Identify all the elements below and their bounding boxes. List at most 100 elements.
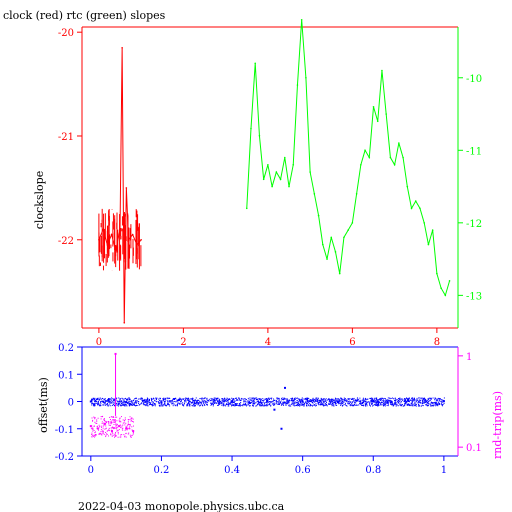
data-point-noise [417, 405, 419, 407]
data-point-noise [380, 402, 382, 404]
data-point-noise [165, 399, 167, 401]
y2-tick-label: 1 [466, 352, 472, 363]
data-point-noise [159, 399, 161, 401]
data-point-noise [301, 399, 303, 401]
data-point-noise [260, 399, 262, 401]
data-point-noise [411, 404, 413, 406]
data-point-noise [97, 403, 99, 405]
data-point-noise [237, 397, 239, 399]
data-point-noise [174, 398, 176, 400]
data-point-noise [403, 398, 405, 400]
data-point-noise [264, 404, 266, 406]
data-point-noise [349, 398, 351, 400]
data-point-noise [172, 402, 174, 404]
data-point-noise [97, 402, 99, 404]
data-point-noise [236, 403, 238, 405]
data-point-noise [93, 416, 95, 418]
data-point [427, 243, 430, 246]
data-point-noise [297, 405, 299, 407]
data-point-noise [369, 397, 371, 399]
data-point-noise [268, 404, 270, 406]
data-point-noise [115, 435, 117, 437]
data-point-noise [418, 404, 420, 406]
data-point-noise [397, 405, 399, 407]
data-point-noise [410, 399, 412, 401]
data-point-noise [91, 434, 93, 436]
data-point-noise [106, 433, 108, 435]
data-point [385, 113, 387, 115]
data-point-noise [207, 402, 209, 404]
data-point-noise [252, 401, 254, 403]
data-point-noise [245, 398, 247, 400]
data-point-noise [267, 405, 269, 407]
data-point-noise [245, 405, 247, 407]
data-point-noise [215, 399, 217, 401]
data-point-noise [96, 425, 98, 427]
data-point-noise [231, 397, 233, 399]
data-point-noise [430, 402, 432, 404]
data-point-noise [319, 402, 321, 404]
data-point-noise [164, 398, 166, 400]
data-point [336, 401, 339, 404]
data-point-noise [239, 400, 241, 402]
data-point-noise [389, 397, 391, 399]
data-point-noise [101, 426, 103, 428]
data-point-noise [147, 402, 149, 404]
data-point-noise [146, 403, 148, 405]
data-point-noise [194, 400, 196, 402]
data-point-noise [112, 416, 114, 418]
data-point-noise [136, 404, 138, 406]
data-point-noise [122, 402, 124, 404]
data-point-noise [199, 401, 201, 403]
data-point-noise [379, 400, 381, 402]
data-point-noise [146, 402, 148, 404]
data-point-noise [103, 400, 105, 402]
data-point-noise [422, 400, 424, 402]
data-point-noise [382, 404, 384, 406]
data-point-noise [177, 403, 179, 405]
data-point-noise [99, 426, 101, 428]
data-point-noise [111, 431, 113, 433]
data-point-noise [401, 403, 403, 405]
data-point [266, 399, 269, 402]
data-point-noise [383, 405, 385, 407]
data-point [271, 185, 273, 188]
data-point-noise [443, 397, 445, 399]
data-point-noise [172, 399, 174, 401]
data-point-noise [421, 399, 423, 401]
data-point-noise [320, 404, 322, 406]
data-point-noise [374, 402, 376, 404]
data-point-noise [130, 400, 132, 402]
data-point-noise [165, 397, 167, 399]
data-point-noise [127, 420, 129, 422]
data-point-noise [309, 402, 311, 404]
data-point-noise [192, 399, 194, 401]
data-point [347, 229, 349, 231]
data-point-noise [197, 404, 199, 406]
data-point-noise [276, 401, 278, 403]
data-point-noise [214, 402, 216, 404]
data-point-noise [113, 402, 115, 404]
data-point-noise [431, 402, 433, 404]
data-point-noise [242, 404, 244, 406]
data-point-noise [374, 403, 376, 405]
data-point-noise [190, 402, 192, 404]
data-point-noise [91, 398, 93, 400]
data-point [280, 427, 283, 430]
data-point-noise [335, 404, 337, 406]
data-point-noise [123, 398, 125, 400]
data-point-noise [423, 401, 425, 403]
data-point-noise [125, 432, 127, 434]
data-point-noise [123, 404, 125, 406]
data-point-noise [426, 403, 428, 405]
data-point-noise [381, 401, 383, 403]
data-point-noise [376, 400, 378, 402]
data-point-noise [368, 401, 370, 403]
data-point-noise [244, 398, 246, 400]
data-point-noise [127, 427, 129, 429]
data-point-noise [94, 398, 96, 400]
data-point-noise [262, 398, 264, 400]
data-point-noise [318, 404, 320, 406]
data-point-noise [286, 399, 288, 401]
data-point-noise [144, 404, 146, 406]
